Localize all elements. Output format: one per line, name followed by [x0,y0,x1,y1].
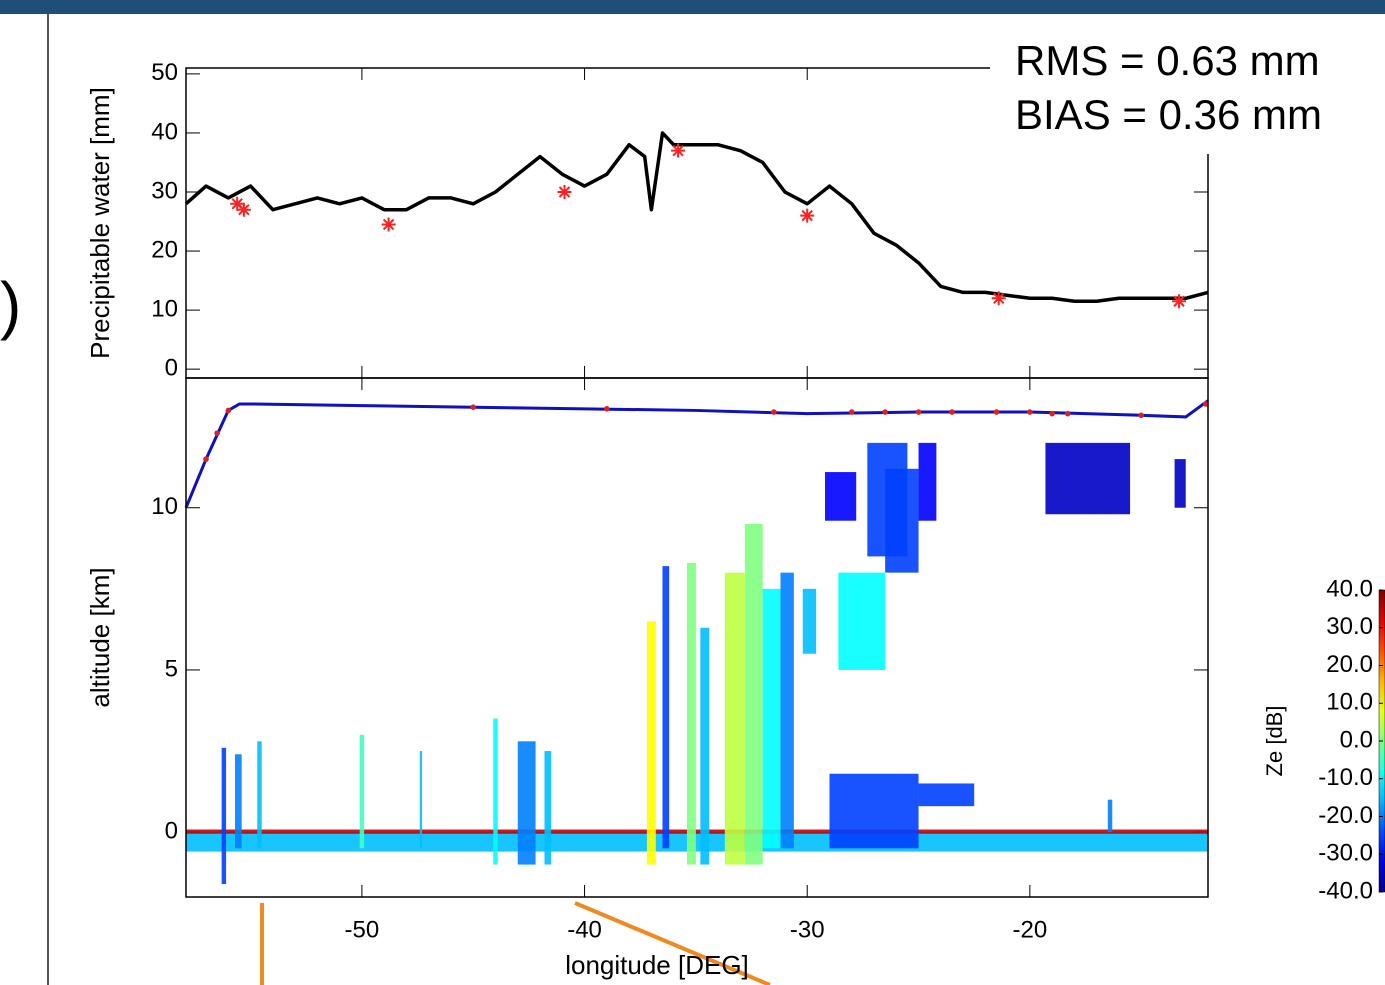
y-tick-label: 10 [151,295,178,322]
pw-line [186,133,1208,301]
echo-cell [1045,443,1130,514]
y-tick-label: 20 [151,236,178,263]
annotation: BIAS = 0.36 mm [1015,91,1322,138]
echo-cell [186,830,1208,834]
colorbar-tick-label: 30.0 [1326,613,1373,640]
dropsonde [994,409,1000,415]
dropsonde [203,456,209,462]
echo-cell [1175,459,1186,508]
colorbar-tick-label: 20.0 [1326,651,1373,678]
echo-cell [420,751,422,848]
y-tick-label: 10 [151,493,178,520]
match-star [671,144,685,158]
slide: ) 01020304050Precipitable water [mm]RMS … [0,0,1385,985]
dropsonde [849,409,855,415]
echo-cell [518,741,536,864]
x-tick-label: -30 [790,916,825,943]
header-bar [0,0,1385,14]
echo-cell [493,719,497,865]
x-tick-label: -50 [345,916,380,943]
dropsonde [470,404,476,410]
bracket: ) [0,269,21,341]
echo-cell [235,754,242,848]
colorbar-tick-label: -30.0 [1318,840,1373,867]
echo-cell [662,566,669,848]
echo-cell [544,751,551,865]
echo-cell [763,589,781,849]
colorbar-tick-label: -40.0 [1318,877,1373,904]
echo-cell [919,783,975,806]
echo-cell [700,628,709,865]
y-tick-label: 5 [165,655,178,682]
colorbar-tick-label: -10.0 [1318,764,1373,791]
dropsonde [1065,411,1071,417]
echo-cell [745,524,763,865]
dropsonde [1049,411,1055,417]
match-star [992,291,1006,305]
dropsonde [949,409,955,415]
echo-cell [360,735,364,849]
colorbar-tick-label: -20.0 [1318,802,1373,829]
colorbar-tick-label: 40.0 [1326,575,1373,602]
echo-cell [919,443,937,521]
dropsonde [882,409,888,415]
y-tick-label: 40 [151,118,178,145]
echo-cell [186,832,1208,851]
echo-cell [838,573,885,670]
dropsonde [1138,413,1144,419]
echo-cell [780,573,793,849]
y-tick-label: 50 [151,59,178,86]
dropsonde [771,409,777,415]
match-star [237,203,251,217]
echo-cell [885,469,918,573]
x-tick-label: -40 [567,916,602,943]
dropsonde [604,406,610,412]
x-axis-label: longitude [DEG] [565,950,749,980]
echo-cell [1108,800,1112,832]
match-star [558,185,572,199]
echo-cell [257,741,261,848]
colorbar-label: Ze [dB] [1262,706,1287,777]
match-star [1172,294,1186,308]
echo-cell [803,589,816,654]
echo-cell [825,472,856,521]
dropsonde [226,408,232,414]
dropsonde [1027,409,1033,415]
y-axis-label: Precipitable water [mm] [85,87,115,359]
y-tick-label: 0 [165,354,178,381]
dropsonde [916,409,922,415]
x-tick-label: -20 [1013,916,1048,943]
echo-cell [687,563,696,865]
y-tick-label: 0 [165,817,178,844]
y-tick-label: 30 [151,177,178,204]
match-star [382,217,396,231]
y-axis-label: altitude [km] [85,567,115,707]
annotation: RMS = 0.63 mm [1015,37,1320,84]
echo-cell [222,748,226,884]
colorbar-tick-label: 0.0 [1340,726,1373,753]
echo-cell [725,573,745,865]
dropsonde [214,430,220,436]
match-star [800,209,814,223]
echo-cell [829,774,918,849]
echo-cell [647,621,656,864]
colorbar-tick-label: 10.0 [1326,689,1373,716]
